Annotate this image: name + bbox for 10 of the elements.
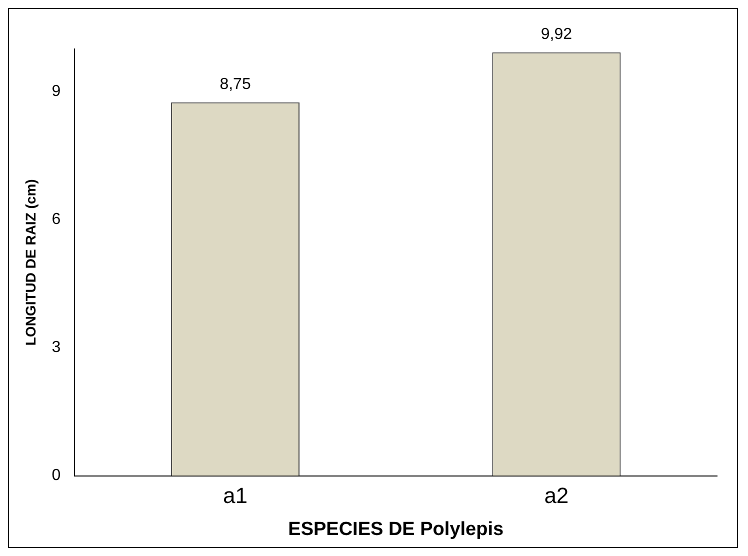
x-tick-label: a2 xyxy=(544,483,569,508)
y-tick-label: 9 xyxy=(52,83,61,100)
y-tick-label: 3 xyxy=(52,339,61,356)
y-tick-label: 6 xyxy=(52,211,61,228)
y-tick-label: 0 xyxy=(52,467,61,484)
y-axis-title: LONGITUD DE RAIZ (cm) xyxy=(22,179,38,346)
data-label: 9,92 xyxy=(540,26,572,43)
data-label: 8,75 xyxy=(220,76,251,93)
x-axis-title: ESPECIES DE Polylepis xyxy=(288,518,504,540)
x-tick-label: a1 xyxy=(223,483,248,508)
